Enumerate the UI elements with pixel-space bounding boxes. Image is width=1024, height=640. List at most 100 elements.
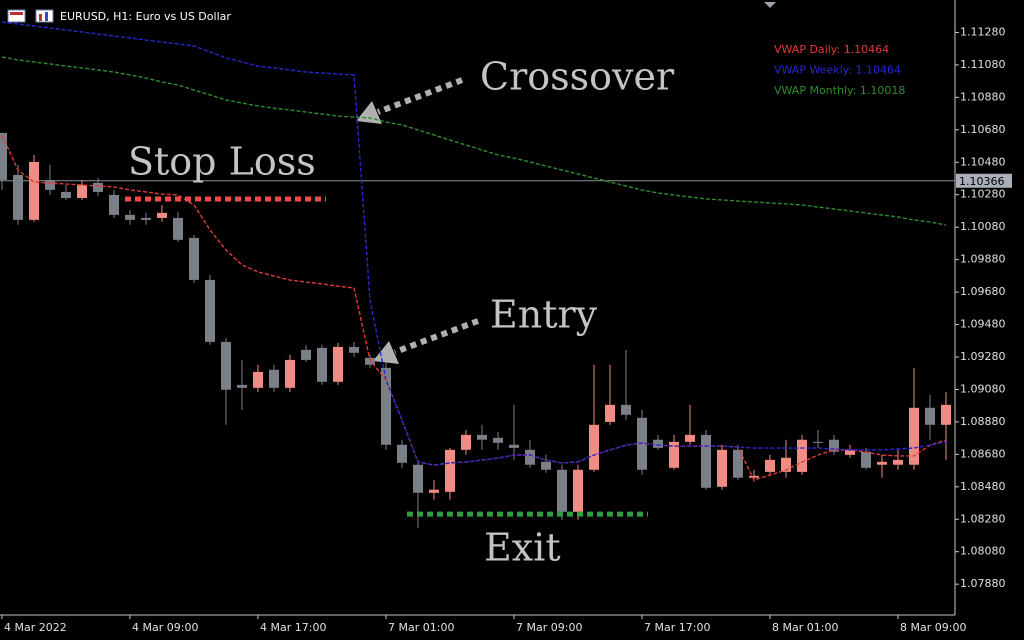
- y-tick-label: 1.08480: [960, 480, 1006, 493]
- vwap-line: [1, 21, 947, 466]
- vwap-line: [1, 56, 947, 226]
- x-tick-label: 8 Mar 09:00: [900, 621, 966, 634]
- y-tick-label: 1.10080: [960, 220, 1006, 233]
- legend-entry: VWAP Monthly: 1.10018: [774, 84, 905, 97]
- candle-body: [93, 182, 103, 192]
- arrow-line: [393, 318, 480, 355]
- y-tick-label: 1.11080: [960, 58, 1006, 71]
- candle-body: [525, 449, 535, 465]
- candle-body: [845, 449, 855, 455]
- x-tick-label: 4 Mar 2022: [4, 621, 67, 634]
- candle-body: [285, 359, 295, 388]
- candle-body: [477, 434, 487, 440]
- icon-part: [10, 12, 23, 15]
- y-tick-label: 1.07880: [960, 577, 1006, 590]
- candle-body: [653, 439, 663, 448]
- x-tick-label: 7 Mar 17:00: [644, 621, 710, 634]
- crossover-arrow: [356, 77, 464, 124]
- annotation: Entry: [490, 293, 598, 337]
- candle-body: [141, 217, 151, 220]
- icon-part: [45, 12, 48, 21]
- candle-body: [333, 346, 343, 382]
- candle-body: [605, 404, 615, 422]
- y-tick-label: 1.09480: [960, 318, 1006, 331]
- y-tick-label: 1.09080: [960, 382, 1006, 395]
- candle-body: [221, 341, 231, 390]
- candle-body: [269, 369, 279, 388]
- x-tick-label: 4 Mar 09:00: [132, 621, 198, 634]
- candle-body: [125, 214, 135, 220]
- candle-body: [445, 449, 455, 492]
- icon: [35, 9, 54, 23]
- candle-body: [461, 434, 471, 450]
- candle-body: [797, 439, 807, 472]
- candle-body: [413, 464, 423, 493]
- candle-body: [877, 461, 887, 465]
- current-price-box: [956, 173, 1012, 188]
- arrow-line: [376, 77, 464, 115]
- y-tick-label: 1.09880: [960, 253, 1006, 266]
- candle-body: [109, 194, 119, 215]
- arrow-head: [356, 101, 382, 124]
- entry-arrow: [373, 318, 480, 364]
- y-tick-label: 1.09680: [960, 285, 1006, 298]
- candle-body: [61, 191, 71, 198]
- candle-body: [317, 347, 327, 382]
- candle-body: [29, 161, 39, 220]
- candle-body: [893, 459, 903, 465]
- candle-body: [253, 371, 263, 388]
- candle-body: [733, 449, 743, 478]
- y-tick-label: 1.10880: [960, 90, 1006, 103]
- candle-body: [205, 279, 215, 342]
- candle-body: [173, 217, 183, 240]
- candle-body: [557, 469, 567, 512]
- y-tick-label: 1.08080: [960, 545, 1006, 558]
- candle-body: [813, 441, 823, 443]
- candle-body: [861, 451, 871, 468]
- y-tick-label: 1.10680: [960, 123, 1006, 136]
- candle-body: [189, 237, 199, 280]
- legend-entry: VWAP Daily: 1.10464: [774, 43, 889, 56]
- annotation: Crossover: [480, 55, 675, 99]
- arrow-head: [373, 341, 399, 364]
- y-tick-label: 1.08280: [960, 512, 1006, 525]
- x-tick-label: 8 Mar 01:00: [772, 621, 838, 634]
- candle-body: [669, 441, 679, 468]
- chart-title: EURUSD, H1: Euro vs US Dollar: [60, 10, 231, 23]
- candle-body: [429, 489, 439, 493]
- candle-body: [13, 174, 23, 220]
- annotation: Stop Loss: [128, 140, 316, 184]
- y-tick-label: 1.11280: [960, 25, 1006, 38]
- candle-body: [765, 459, 775, 472]
- candle-body: [941, 404, 951, 425]
- legend-entry: VWAP Weekly: 1.10464: [774, 64, 901, 77]
- candle-body: [749, 475, 759, 478]
- x-tick-label: 4 Mar 17:00: [260, 621, 326, 634]
- candle-body: [77, 184, 87, 198]
- y-tick-label: 1.08880: [960, 415, 1006, 428]
- icon: [7, 9, 26, 23]
- candle-body: [541, 461, 551, 470]
- candle-body: [829, 439, 839, 452]
- candle-body: [0, 132, 7, 180]
- candle-body: [349, 346, 359, 353]
- candle-body: [381, 367, 391, 445]
- shift-marker: [764, 2, 776, 8]
- candle-body: [237, 384, 247, 388]
- y-tick-label: 1.09280: [960, 350, 1006, 363]
- y-tick-label: 1.10280: [960, 188, 1006, 201]
- annotation: Exit: [484, 526, 561, 570]
- candle-body: [909, 407, 919, 465]
- candle-body: [45, 179, 55, 190]
- candle-body: [701, 434, 711, 488]
- y-tick-label: 1.10480: [960, 155, 1006, 168]
- candle-body: [493, 437, 503, 443]
- current-price-label: 1.10366: [959, 175, 1005, 188]
- y-tick-label: 1.08680: [960, 447, 1006, 460]
- candle-body: [157, 212, 167, 218]
- candle-body: [509, 444, 519, 448]
- candle-body: [365, 357, 375, 365]
- icon-part: [39, 14, 42, 21]
